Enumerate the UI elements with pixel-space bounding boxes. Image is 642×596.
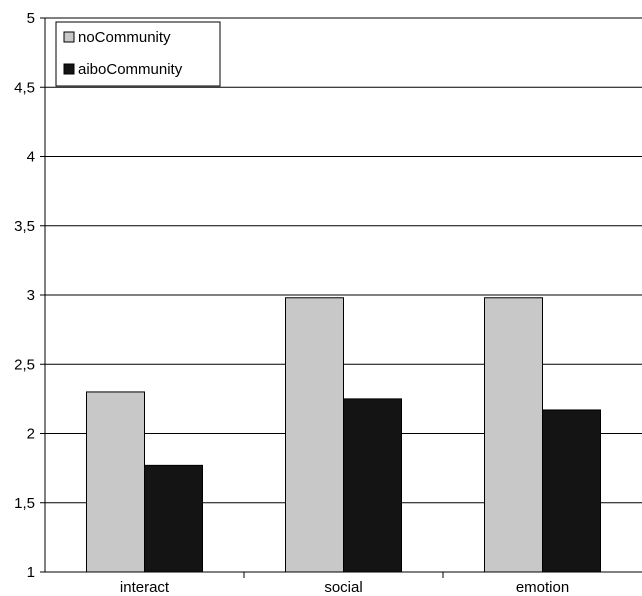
legend-label: aiboCommunity [78, 61, 183, 78]
legend-box [55, 21, 221, 87]
y-tick-label: 2 [27, 426, 35, 443]
bar-noCommunity-interact [86, 391, 145, 573]
x-tick-label: emotion [516, 579, 569, 596]
y-tick-label: 3 [27, 287, 35, 304]
bars [86, 297, 601, 573]
legend: noCommunity aiboCommunity [55, 21, 221, 87]
legend-swatch [63, 63, 75, 75]
y-tick-label: 1,5 [14, 495, 35, 512]
x-axis: interact social emotion [45, 571, 642, 596]
legend-swatch [63, 31, 75, 43]
bar-aiboCommunity-emotion [542, 409, 601, 573]
y-tick-label: 1 [27, 564, 35, 581]
y-tick-label: 2,5 [14, 356, 35, 373]
y-tick-label: 3,5 [14, 218, 35, 235]
bar-aiboCommunity-interact [144, 464, 203, 573]
x-tick-label: social [324, 579, 362, 596]
y-tick-label: 4,5 [14, 79, 35, 96]
y-tick-label: 5 [27, 10, 35, 27]
x-tick-label: interact [120, 579, 170, 596]
legend-label: noCommunity [78, 29, 171, 46]
y-axis: 1 1,5 2 2,5 3 3,5 4 4,5 5 [14, 10, 46, 581]
bar-aiboCommunity-social [343, 398, 402, 573]
bar-noCommunity-social [285, 297, 344, 573]
y-tick-label: 4 [27, 149, 35, 166]
bar-noCommunity-emotion [484, 297, 543, 573]
